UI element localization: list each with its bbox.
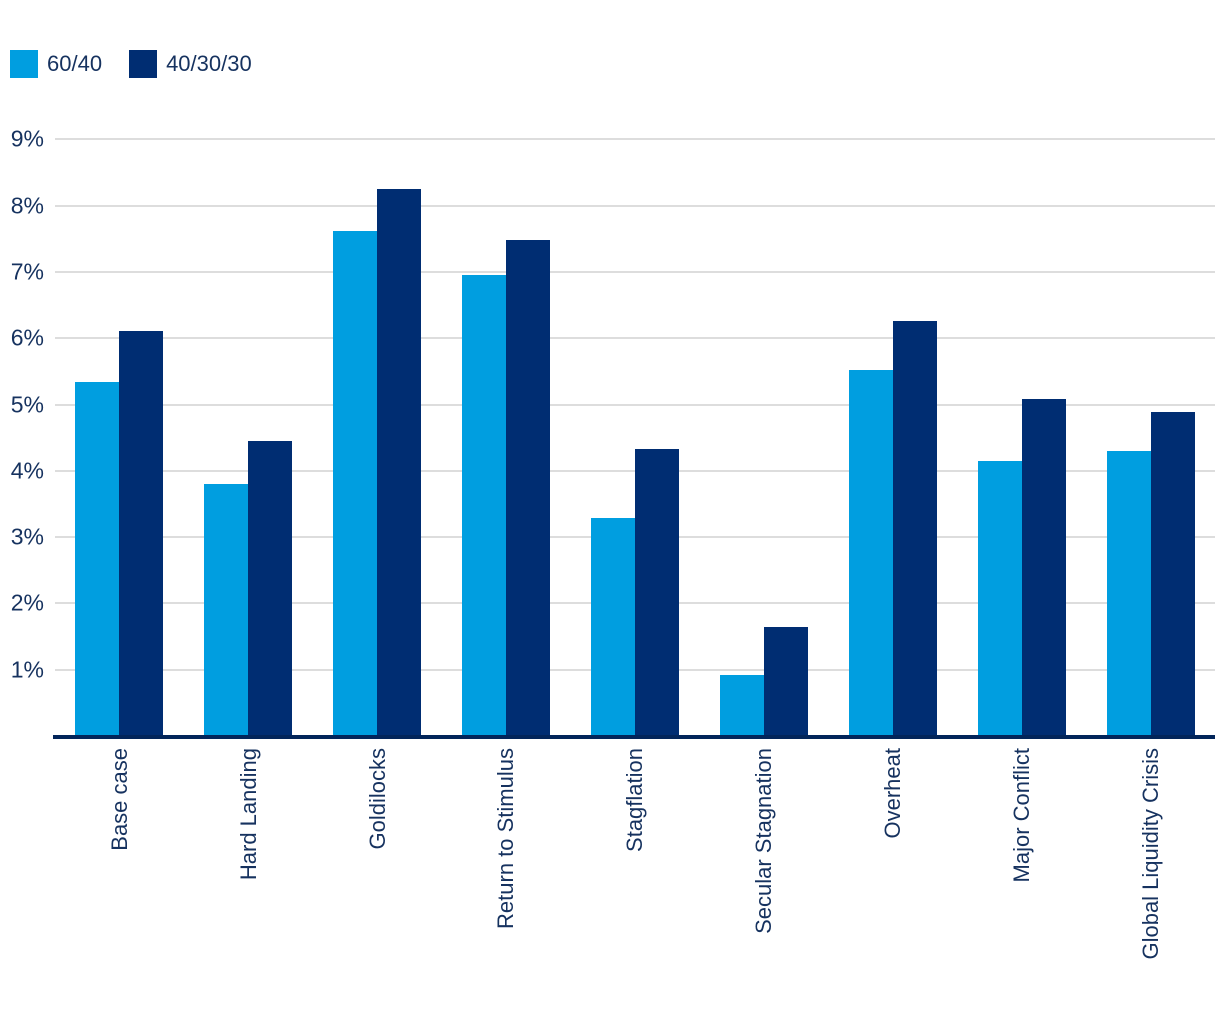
bar-60-40 — [977, 460, 1022, 735]
legend-label-40-30-30: 40/30/30 — [166, 51, 252, 76]
bar-40-30-30 — [119, 331, 164, 735]
x-label-slot: Return to Stimulus — [442, 748, 571, 929]
y-axis-tick-label: 2% — [10, 589, 44, 616]
x-axis-category-label: Overheat — [880, 748, 906, 839]
bar-60-40 — [719, 675, 764, 735]
bar-group — [828, 320, 957, 735]
x-axis-line — [53, 735, 1215, 739]
x-axis-category-label: Global Liquidity Crisis — [1137, 748, 1163, 960]
gridline-9% — [55, 138, 1215, 141]
bar-60-40 — [462, 274, 507, 735]
legend-swatch-60-40 — [10, 50, 38, 78]
bar-group — [699, 626, 828, 735]
x-label-slot: Overheat — [828, 748, 957, 839]
bar-40-30-30 — [1150, 411, 1195, 735]
y-axis-tick-label: 8% — [10, 192, 44, 219]
x-axis-category-label: Base case — [106, 748, 132, 851]
gridline-7% — [55, 270, 1215, 273]
gridline-5% — [55, 403, 1215, 406]
x-label-slot: Stagflation — [571, 748, 700, 852]
bar-group — [442, 239, 571, 735]
bar-group — [313, 189, 442, 735]
bar-40-30-30 — [506, 239, 551, 735]
x-label-slot: Global Liquidity Crisis — [1086, 748, 1215, 960]
bar-40-30-30 — [892, 320, 937, 735]
y-axis-tick-label: 6% — [10, 324, 44, 351]
bar-60-40 — [75, 381, 120, 735]
x-label-slot: Goldilocks — [313, 748, 442, 849]
bar-60-40 — [204, 484, 249, 735]
bar-group — [184, 441, 313, 735]
legend: 60/40 40/30/30 — [10, 50, 252, 78]
y-axis-tick-label: 1% — [10, 656, 44, 683]
x-label-slot: Secular Stagnation — [699, 748, 828, 934]
bar-40-30-30 — [763, 626, 808, 735]
y-axis-tick-label: 4% — [10, 457, 44, 484]
x-axis-category-label: Hard Landing — [235, 748, 261, 881]
legend-item-40-30-30: 40/30/30 — [129, 50, 252, 78]
y-axis-tick-label: 7% — [10, 258, 44, 285]
bar-60-40 — [848, 370, 893, 735]
x-axis-category-label: Goldilocks — [364, 748, 390, 850]
gridline-6% — [55, 337, 1215, 340]
x-axis-category-label: Return to Stimulus — [493, 748, 519, 929]
x-axis-category-label: Major Conflict — [1009, 748, 1034, 883]
legend-swatch-40-30-30 — [129, 50, 158, 78]
bar-group — [957, 398, 1086, 735]
legend-item-60-40: 60/40 — [10, 50, 102, 78]
x-axis-category-label: Secular Stagnation — [751, 748, 777, 934]
x-label-slot: Hard Landing — [184, 748, 313, 880]
legend-label-60-40: 60/40 — [47, 51, 103, 76]
bar-group — [571, 448, 700, 735]
x-label-slot: Base case — [55, 748, 184, 851]
y-axis-tick-label: 5% — [10, 391, 44, 417]
bar-40-30-30 — [377, 189, 422, 735]
bar-group — [55, 331, 184, 735]
bar-60-40 — [590, 518, 635, 735]
bar-60-40 — [333, 231, 378, 735]
bar-40-30-30 — [248, 441, 293, 735]
bar-40-30-30 — [634, 448, 679, 735]
bar-40-30-30 — [1021, 398, 1066, 735]
x-label-slot: Major Conflict — [957, 748, 1086, 882]
y-axis-tick-label: 3% — [10, 523, 44, 550]
x-axis-category-label: Stagflation — [622, 748, 648, 852]
bar-60-40 — [1106, 451, 1151, 735]
y-axis-tick-label: 9% — [10, 125, 44, 152]
gridline-8% — [55, 204, 1215, 207]
bar-group — [1086, 411, 1215, 735]
